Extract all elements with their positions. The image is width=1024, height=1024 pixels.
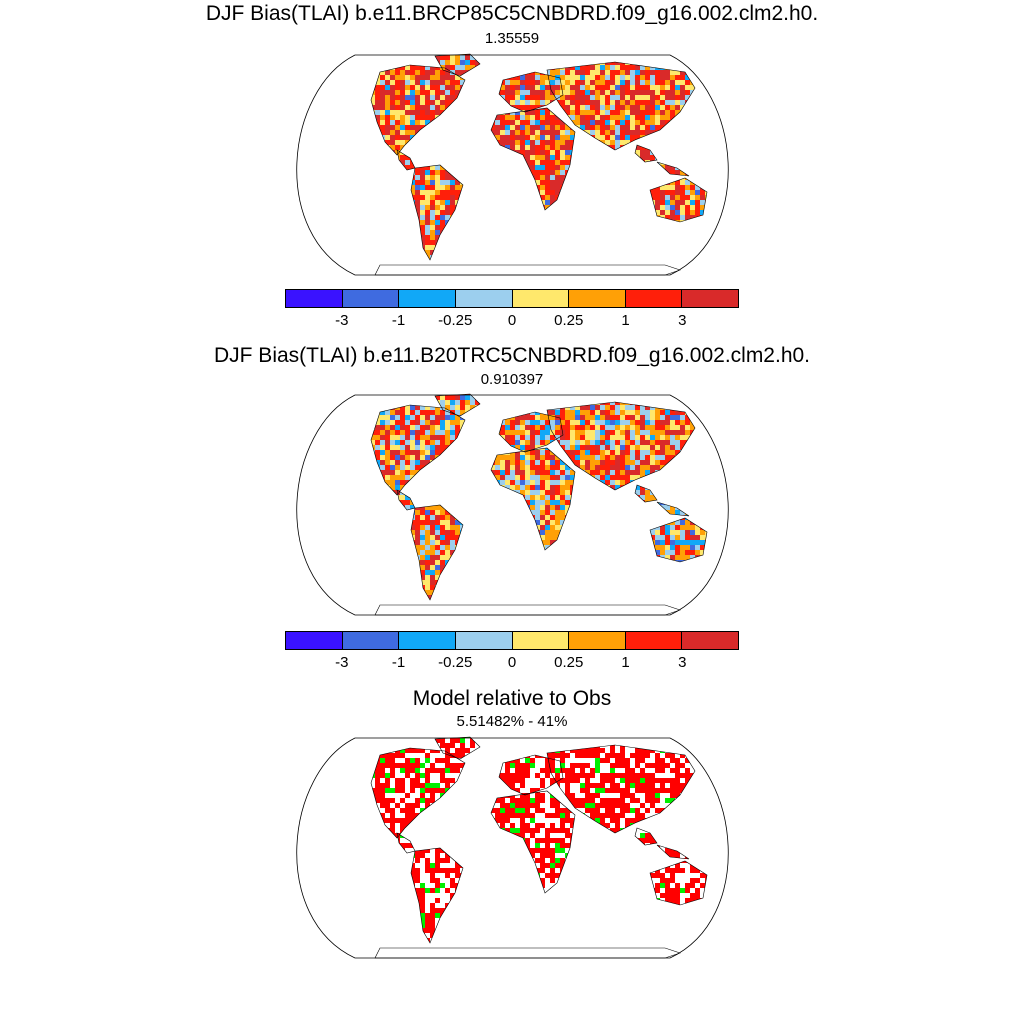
- map-frame: [296, 737, 729, 959]
- colorbar-tick-label: -3: [335, 312, 349, 329]
- coastline-camerica: [396, 149, 416, 171]
- colorbar-tick-label: 1: [621, 654, 630, 671]
- coastline-greenland: [434, 736, 481, 760]
- colorbar-box-6: [625, 632, 683, 649]
- colorbar-tick-label: 3: [678, 312, 687, 329]
- colorbar-box-1: [342, 290, 400, 307]
- coastline-samerica: [410, 847, 464, 944]
- coastline-australia: [649, 860, 708, 906]
- coastline-antarctica: [374, 604, 681, 616]
- coastline-seasia: [634, 144, 690, 177]
- coastline-greenland: [434, 393, 481, 417]
- panel2-map: [296, 393, 729, 616]
- panel2-colorbar: [285, 631, 739, 650]
- colorbar-tick-label: -1: [391, 654, 406, 671]
- coastline-australia: [649, 177, 708, 223]
- colorbar-tick-label: 0.25: [554, 312, 584, 329]
- colorbar-box-3: [455, 290, 513, 307]
- colorbar-box-0: [286, 290, 343, 307]
- colorbar-box-7: [682, 632, 738, 649]
- coastline-australia: [649, 517, 708, 563]
- colorbar-tick-label: -3: [335, 654, 349, 671]
- colorbar-box-5: [569, 632, 626, 649]
- panel2-title: DJF Bias(TLAI) b.e11.B20TRC5CNBDRD.f09_g…: [213, 344, 811, 367]
- panel1-map: [296, 53, 729, 276]
- coastline-camerica: [396, 832, 416, 854]
- coastline-europe: [498, 71, 564, 113]
- coastline-seasia: [634, 827, 690, 860]
- panel3-map: [296, 736, 729, 959]
- colorbar-box-0: [286, 632, 343, 649]
- colorbar-tick-label: -0.25: [438, 312, 473, 329]
- coastline-camerica: [396, 489, 416, 511]
- coastline-asia: [546, 61, 696, 151]
- colorbar-box-2: [399, 632, 456, 649]
- colorbar-box-6: [625, 290, 683, 307]
- colorbar-tick-label: -0.25: [438, 654, 473, 671]
- coastline-samerica: [410, 504, 464, 601]
- coastline-namerica: [370, 64, 466, 156]
- coastline-greenland: [434, 53, 481, 77]
- colorbar-box-1: [342, 632, 400, 649]
- coastline-antarctica: [374, 264, 681, 276]
- panel1-title: DJF Bias(TLAI) b.e11.BRCP85C5CNBDRD.f09_…: [205, 2, 819, 25]
- coastline-seasia: [634, 484, 690, 517]
- coastline-europe: [498, 411, 564, 453]
- coastline-africa: [490, 107, 576, 211]
- panel1-subtitle: 1.35559: [484, 30, 540, 47]
- panel2-colorbar-labels: -3 -1 -0.25 0 0.25 1 3: [285, 654, 739, 672]
- panel3-title: Model relative to Obs: [412, 687, 612, 710]
- colorbar-tick-label: 0: [507, 654, 517, 671]
- colorbar-box-3: [455, 632, 513, 649]
- coastline-namerica: [370, 404, 466, 496]
- colorbar-tick-label: 1: [621, 312, 630, 329]
- colorbar-box-2: [399, 290, 456, 307]
- coastline-antarctica: [374, 947, 681, 959]
- colorbar-box-7: [682, 290, 738, 307]
- coastline-samerica: [410, 164, 464, 261]
- coastline-asia: [546, 401, 696, 491]
- panel3-subtitle: 5.51482% - 41%: [456, 713, 568, 730]
- colorbar-tick-label: -1: [391, 312, 406, 329]
- panel1-colorbar-labels: -3 -1 -0.25 0 0.25 1 3: [285, 312, 739, 330]
- coastline-africa: [490, 447, 576, 551]
- colorbar-tick-label: 0.25: [554, 654, 584, 671]
- panel1-colorbar: [285, 289, 739, 308]
- colorbar-box-5: [569, 290, 626, 307]
- coastline-europe: [498, 754, 564, 796]
- colorbar-box-4: [512, 632, 570, 649]
- colorbar-box-4: [512, 290, 570, 307]
- map-frame: [296, 54, 729, 276]
- coastline-namerica: [370, 747, 466, 839]
- panel2-subtitle: 0.910397: [480, 371, 544, 388]
- colorbar-tick-label: 3: [678, 654, 687, 671]
- coastline-africa: [490, 790, 576, 894]
- map-frame: [296, 394, 729, 616]
- colorbar-tick-label: 0: [507, 312, 517, 329]
- coastline-asia: [546, 744, 696, 834]
